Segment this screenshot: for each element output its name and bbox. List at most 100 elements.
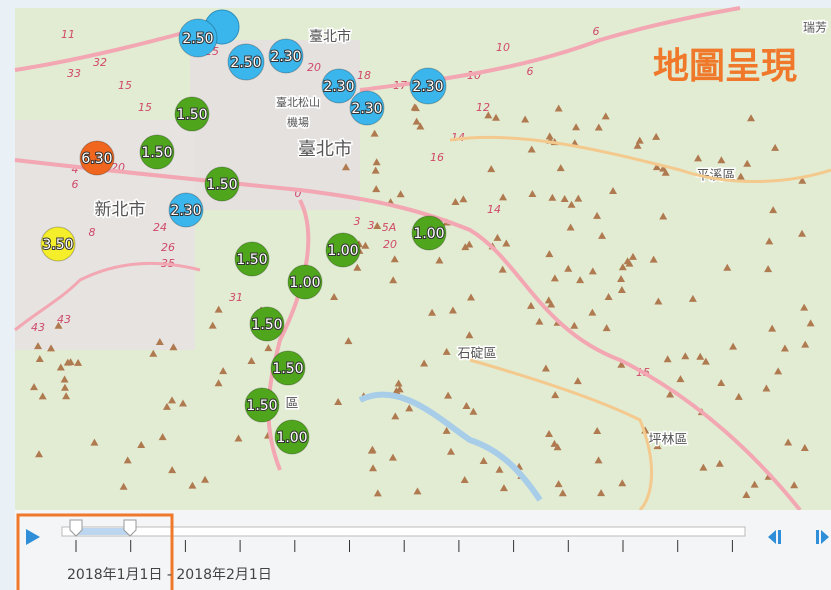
mountain-icon: [588, 308, 597, 316]
mountain-icon: [373, 222, 382, 230]
route-label: 6: [72, 178, 79, 191]
map-marker[interactable]: [411, 215, 447, 251]
route-label: 43: [31, 321, 45, 334]
marker-label: 1.50: [141, 145, 172, 161]
map-marker[interactable]: [168, 192, 204, 228]
mountain-icon: [545, 429, 554, 437]
mountain-icon: [558, 489, 567, 497]
mountain-icon: [188, 481, 197, 489]
mountain-icon: [373, 489, 382, 497]
map-marker[interactable]: [287, 264, 323, 300]
map-marker[interactable]: [40, 226, 76, 262]
marker-label: 1.50: [206, 177, 237, 193]
map-marker[interactable]: [349, 90, 385, 126]
mountain-icon: [63, 358, 72, 366]
mountain-icon: [370, 129, 379, 137]
mountain-icon: [34, 342, 43, 350]
mountain-icon: [495, 465, 504, 473]
previous-button[interactable]: [768, 530, 781, 544]
mountain-icon: [369, 464, 378, 472]
mountain-icon: [168, 466, 177, 474]
mountain-icon: [545, 250, 554, 258]
mountain-icon: [361, 241, 370, 249]
timeline-panel: [15, 510, 831, 590]
route-label: 32: [93, 56, 107, 69]
mountain-icon: [334, 397, 343, 405]
mountain-icon: [771, 143, 780, 151]
mountain-icon: [654, 297, 663, 305]
mountain-icon: [573, 377, 582, 385]
road: [449, 135, 831, 183]
river: [358, 391, 543, 502]
slider-handle[interactable]: [69, 519, 83, 537]
map-marker[interactable]: [409, 67, 447, 105]
mountain-icon: [652, 163, 661, 171]
place-label: 臺北松山: [276, 95, 320, 109]
mountain-icon: [158, 433, 167, 441]
marker-label: 1.50: [272, 361, 303, 377]
slider-handle[interactable]: [123, 519, 137, 537]
mountain-icon: [264, 344, 273, 352]
mountain-icon: [60, 375, 69, 383]
mountain-icon: [661, 168, 670, 176]
marker-label: 2.50: [230, 55, 261, 71]
next-button[interactable]: [816, 530, 829, 544]
map-marker[interactable]: [174, 96, 210, 132]
map-marker[interactable]: [244, 387, 280, 423]
mountain-icon: [484, 111, 493, 119]
route-label: 3: [368, 219, 375, 232]
map-marker[interactable]: [274, 419, 310, 455]
mountain-icon: [247, 356, 256, 364]
mountain-icon: [774, 367, 783, 375]
map-marker[interactable]: [79, 140, 115, 176]
map-marker[interactable]: [204, 166, 240, 202]
mountain-icon: [119, 482, 128, 490]
mountain-icon: [535, 317, 544, 325]
mountain-icon: [446, 447, 455, 455]
route-label: 4: [72, 163, 79, 176]
mountain-icon: [444, 391, 453, 399]
map-marker[interactable]: [268, 38, 304, 74]
mountain-icon: [545, 132, 554, 140]
mountain-icon: [499, 484, 508, 492]
mountain-icon: [498, 265, 507, 273]
map-marker[interactable]: [178, 18, 218, 58]
mountain-icon: [593, 426, 602, 434]
route-label: 20: [307, 61, 321, 74]
route-label: 15: [138, 101, 152, 114]
map-marker[interactable]: [270, 350, 306, 386]
mountain-icon: [491, 113, 500, 121]
mountain-icon: [465, 331, 474, 339]
route-label: 8: [89, 226, 96, 239]
mountain-icon: [550, 274, 559, 282]
mountain-icon: [547, 300, 556, 308]
mountain-icon: [790, 481, 799, 489]
marker-label: 1.00: [289, 275, 320, 291]
road: [469, 358, 654, 512]
map-marker[interactable]: [139, 134, 175, 170]
map-marker[interactable]: [321, 68, 357, 104]
mountain-icon: [412, 117, 421, 125]
route-label: 33: [67, 67, 81, 80]
mountain-icon: [594, 123, 603, 131]
mountain-icon: [413, 487, 422, 495]
map-marker[interactable]: [325, 232, 361, 268]
mountain-icon: [499, 193, 508, 201]
play-button[interactable]: [26, 529, 40, 545]
mountain-icon: [551, 391, 560, 399]
mountain-icon: [566, 223, 575, 231]
marker-label: 2.50: [182, 31, 213, 47]
place-label: 機場: [287, 115, 309, 129]
mountain-icon: [526, 301, 535, 309]
map-marker[interactable]: [249, 306, 285, 342]
mountain-icon: [554, 104, 563, 112]
marker-label: 1.50: [176, 107, 207, 123]
mountain-icon: [35, 450, 44, 458]
map-title: 地圖呈現: [653, 46, 797, 87]
map-marker[interactable]: [234, 241, 270, 277]
map-marker[interactable]: [227, 43, 265, 81]
place-label: 新北市: [95, 200, 146, 220]
place-label: 石碇區: [457, 347, 496, 362]
marker-label: 2.30: [170, 203, 201, 219]
